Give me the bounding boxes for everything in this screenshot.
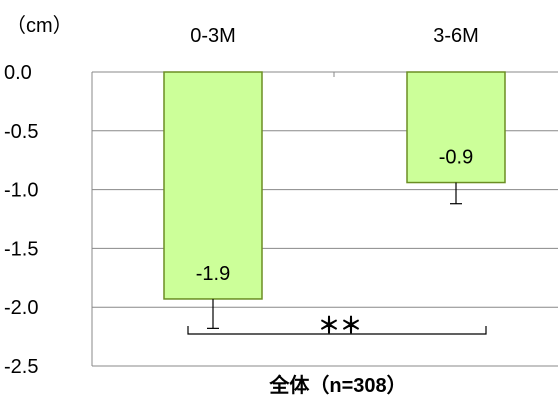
bars	[163, 71, 506, 300]
significance-label: ＊＊	[318, 313, 362, 338]
y-tick-label: 0.0	[4, 62, 32, 84]
y-tick-label: -2.0	[4, 297, 38, 319]
data-label: -0.9	[439, 147, 473, 169]
category-label: 3-6M	[433, 25, 479, 47]
bar	[163, 71, 263, 300]
significance-bracket	[187, 326, 487, 335]
category-labels: 0-3M 3-6M	[190, 25, 479, 47]
unit-label: （cm）	[6, 14, 73, 37]
y-tick-labels: 0.0 -0.5 -1.0 -1.5 -2.0 -2.5	[4, 62, 38, 378]
data-labels: -1.9 -0.9	[196, 147, 473, 285]
error-bars	[207, 182, 462, 329]
y-tick-label: -2.5	[4, 356, 38, 378]
y-tick-label: -1.0	[4, 180, 38, 202]
bracket-line	[187, 326, 487, 335]
category-label: 0-3M	[190, 25, 236, 47]
y-tick-label: -0.5	[4, 121, 38, 143]
y-tick-label: -1.5	[4, 238, 38, 260]
x-axis-label: 全体（n=308）	[268, 373, 406, 397]
data-label: -1.9	[196, 263, 230, 285]
